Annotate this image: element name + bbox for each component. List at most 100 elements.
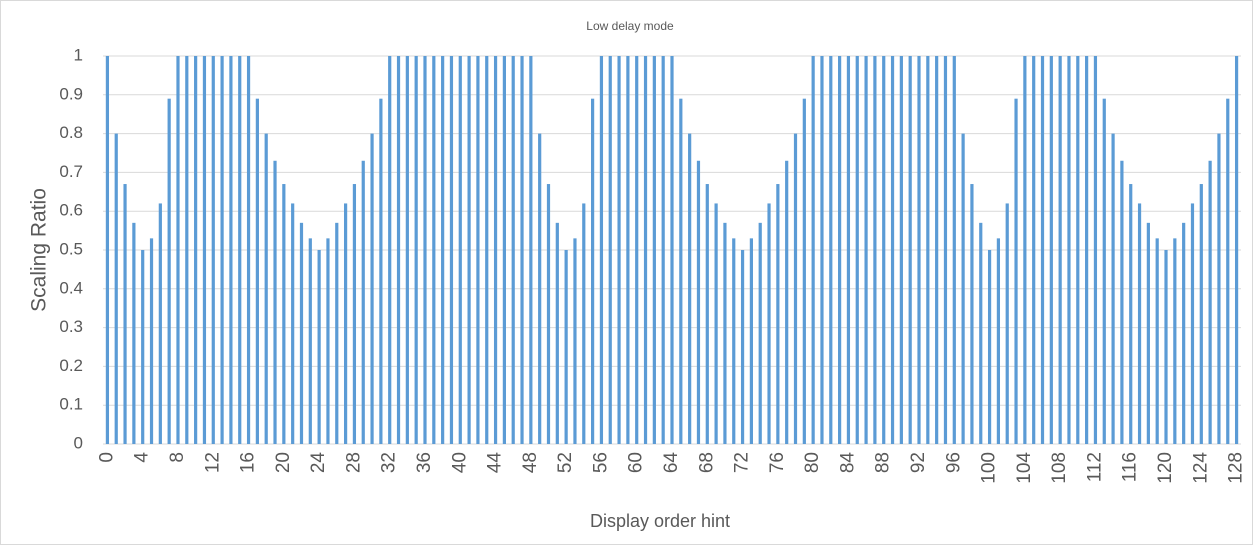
x-tick-label: 4 [132,452,153,463]
bar [652,56,656,444]
bar [599,56,604,444]
y-tick-label: 0.8 [59,123,83,142]
x-tick-label: 84 [837,452,858,474]
bar [238,56,242,444]
bar [952,56,956,444]
bar [723,222,727,444]
bar [961,133,965,444]
y-tick-label: 0.9 [59,84,83,103]
bar [1032,56,1036,444]
bar [114,133,118,444]
bar [1005,203,1009,444]
bar [185,56,189,444]
x-tick-label: 128 [1226,452,1247,484]
bar [1155,238,1159,444]
bar [308,238,312,444]
bar [1076,56,1080,444]
bar [829,56,833,444]
x-tick-label: 96 [943,452,964,473]
bar [291,203,295,444]
bar [864,56,868,444]
x-tick-label: 108 [1049,452,1070,484]
x-tick-label: 120 [1155,452,1176,484]
bar [1085,56,1089,444]
y-tick-label: 0.7 [59,162,83,181]
bar [255,98,259,445]
bar [899,56,903,444]
bar [890,56,895,444]
y-tick-label: 1 [74,45,83,64]
bar [449,56,454,444]
x-tick-label: 68 [696,452,717,473]
bar [538,133,542,444]
bar [379,98,383,445]
bar [820,56,824,444]
bar [1102,98,1106,445]
bar [935,56,939,444]
x-tick-label: 24 [308,452,329,474]
x-tick-label: 44 [485,452,506,474]
x-tick-label: 124 [1190,452,1211,484]
bar [511,56,515,444]
bar [970,184,974,445]
bar [564,250,568,444]
bar [785,160,789,444]
bar [1093,56,1098,444]
bar [996,238,1001,444]
bar [167,98,171,445]
x-tick-label: 88 [873,452,894,473]
bar [732,238,736,444]
bar [987,250,992,444]
bar [414,56,418,444]
x-tick-label: 48 [520,452,541,473]
x-tick-label: 12 [202,452,223,473]
bar [1120,160,1124,444]
bar [979,222,983,444]
x-tick-label: 112 [1084,452,1105,482]
bar [758,222,762,444]
bar [749,238,753,444]
bar [917,56,921,444]
bar [626,56,630,444]
bar [299,222,304,444]
bar [211,56,215,444]
x-tick-label: 28 [343,452,364,473]
bar [1182,222,1186,444]
bar [485,56,489,444]
bar [476,56,480,444]
bar [811,56,815,444]
x-tick-label: 8 [167,452,188,463]
bar [493,56,498,444]
bar [529,56,533,444]
bar [1173,238,1177,444]
bar [882,56,886,444]
bar [617,56,621,444]
bar [1023,56,1027,444]
x-axis-title: Display order hint [590,511,730,531]
bar [388,56,392,444]
x-tick-label: 20 [273,452,294,473]
bar [176,56,180,444]
bar [123,184,127,445]
x-tick-label: 64 [661,452,682,474]
bar [220,56,224,444]
x-tick-label: 32 [379,452,400,473]
bar [1049,56,1053,444]
y-tick-label: 0.1 [59,395,83,414]
bar [679,98,683,445]
bar [502,56,506,444]
bar [520,56,524,444]
y-tick-label: 0.5 [59,239,83,258]
x-tick-label: 52 [555,452,576,473]
bar [1040,56,1045,444]
bar [229,56,233,444]
chart-title: Low delay mode [586,19,674,33]
bar [264,133,268,444]
bar [855,56,859,444]
bar [158,203,162,444]
y-tick-label: 0.4 [59,278,83,297]
bar [132,222,136,444]
bar [793,133,798,444]
bar [246,56,251,444]
